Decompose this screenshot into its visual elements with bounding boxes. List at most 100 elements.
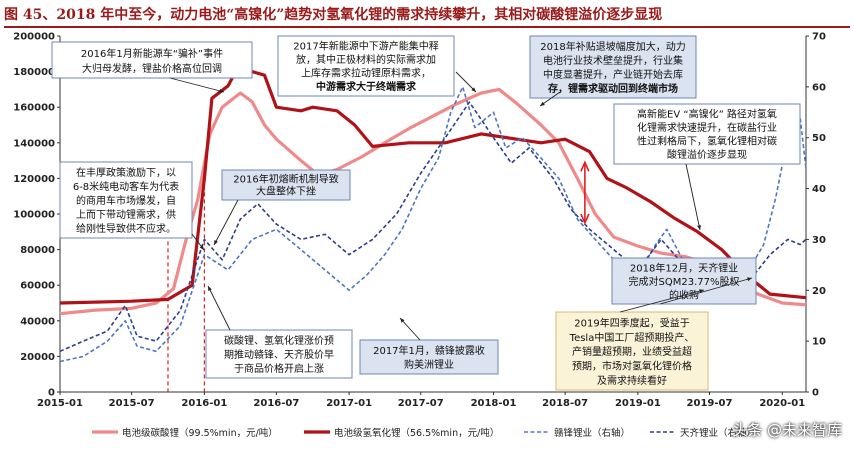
annotation-pointer-8 [399, 317, 421, 341]
legend-label-3: 天齐锂业（右轴） [680, 427, 756, 439]
x-tick-label: 2017-07 [398, 398, 444, 409]
annotation-text-a3: 中度显著提升，产业链开始去库 [543, 68, 683, 81]
annotation-box-a2 [277, 35, 455, 97]
annotation-text-a5: 的商用车市场爆发，自 [76, 194, 176, 207]
title-rule [4, 26, 850, 28]
y-right-tick-label: 30 [812, 235, 826, 246]
annotation-pointer-head-2 [540, 101, 545, 106]
y-right-tick-label: 50 [812, 133, 826, 144]
y-left-tick-label: 60000 [20, 281, 55, 292]
y-left-tick-label: 80000 [20, 245, 55, 256]
x-tick-label: 2019-07 [687, 398, 733, 409]
y-left-tick-label: 0 [48, 388, 55, 399]
y-left-tick-label: 200000 [13, 32, 55, 43]
annotation-text-a6: 大盘整体下挫 [256, 185, 316, 198]
x-tick-label: 2018-07 [542, 398, 588, 409]
annotation-pointer-5 [213, 199, 239, 246]
annotation-pointer-head-4 [199, 245, 204, 250]
annotation-pointer-head-5 [214, 240, 218, 245]
x-tick-label: 2018-01 [471, 398, 517, 409]
x-tick-label: 2019-01 [615, 398, 661, 409]
series-line-1 [59, 61, 807, 305]
annotation-text-a2: 中游需求大于终端需求 [316, 80, 417, 93]
premium-arrow-head-bottom [580, 213, 590, 225]
annotation-text-a3: 电池行业技术壁垒提升，行业集 [543, 54, 683, 67]
annotation-text-a10: 预期，市场对氢氧化锂价格 [572, 360, 692, 373]
annotation-text-a4: 高新能EV “高镍化” 路径对氢氧 [637, 108, 777, 121]
annotation-text-a4: 性过剩格局下，氢氧化锂相对碳 [637, 135, 777, 148]
y-right-tick-label: 70 [812, 32, 826, 43]
y-right-tick-label: 10 [812, 337, 826, 348]
annotation-text-a7: 2018年12月，天齐锂业 [630, 262, 738, 275]
annotation-text-a1: 2016年1月新能源车“骗补”事件 [81, 47, 223, 60]
y-right-tick-label: 60 [812, 82, 826, 93]
annotation-text-a7: 完成对SQM23.77%股权 [629, 275, 740, 288]
annotation-box-a4 [613, 103, 801, 165]
annotation-text-a10: 及需求持续看好 [597, 374, 667, 387]
annotation-text-a2: 上库存需求拉动锂原料需求， [301, 67, 431, 80]
x-tick-label: 2016-07 [253, 398, 299, 409]
annotation-pointer-6 [659, 277, 753, 305]
legend-label-2: 赣锋锂业（右轴） [554, 427, 630, 439]
y-left-tick-label: 100000 [13, 210, 55, 221]
annotation-pointer-head-6 [747, 277, 752, 282]
annotation-text-a8: 碳酸锂、氢氧化锂涨价预 [224, 334, 334, 347]
chart-title: 图 45、2018 年中至今，动力电池“高镍化”趋势对氢氧化锂的需求持续攀升，其… [4, 7, 663, 23]
annotation-text-a5: 6-8米纯电动客车为代表 [73, 180, 179, 193]
annotation-text-a9: 购美洲锂业 [404, 358, 454, 371]
annotation-pointer-7 [207, 285, 231, 331]
annotation-text-a5: 给刚性导致供不应求。 [76, 222, 176, 235]
annotation-text-a3: 2018年补贴退坡幅度加大，动力 [540, 40, 685, 53]
annotation-text-a2: 放，其中正极材料的实际需求加 [296, 53, 436, 66]
annotation-box-a6 [221, 169, 351, 201]
annotation-pointer-0 [169, 77, 225, 93]
annotation-text-a2: 2017年新能源中下游产能集中释 [293, 40, 438, 53]
y-right-tick-label: 40 [812, 184, 826, 195]
annotation-text-a4: 化锂需求快速提升，在碳盐行业 [637, 121, 777, 134]
annotation-pointer-head-8 [400, 318, 405, 323]
annotation-text-a6: 2016年初熔断机制导致 [233, 173, 338, 186]
annotation-text-a7: 的收购 [669, 288, 699, 301]
annotation-text-a10: Tesla中国工厂超预期投产、 [569, 331, 695, 344]
x-tick-label: 2016-01 [181, 398, 227, 409]
annotation-box-a7 [611, 257, 757, 305]
y-left-tick-label: 20000 [20, 352, 55, 363]
x-tick-label: 2020-01 [759, 398, 805, 409]
annotation-text-a5: 上而下带动锂需求，供 [76, 208, 176, 221]
annotation-box-a3 [529, 35, 697, 99]
annotation-text-a8: 期推动赣锋、天齐股价早 [224, 348, 334, 361]
annotation-box-a10 [555, 311, 709, 391]
legend-label-0: 电池级碳酸锂（99.5%min，元/吨） [122, 427, 278, 439]
annotation-pointer-head-7 [208, 286, 212, 291]
annotation-pointer-head-1 [471, 87, 476, 92]
annotation-pointer-3 [685, 163, 701, 231]
annotation-box-a1 [51, 41, 253, 79]
y-left-tick-label: 180000 [13, 67, 55, 78]
premium-arrow-head-top [580, 160, 590, 172]
y-left-tick-label: 120000 [13, 174, 55, 185]
annotation-text-a4: 酸锂溢价逐步显现 [667, 148, 747, 161]
annotation-pointer-head-3 [697, 225, 701, 230]
annotation-text-a8: 于商品价格开启上涨 [234, 362, 324, 375]
y-left-tick-label: 40000 [20, 316, 55, 327]
annotation-text-a5: 在丰厚政策激励下，以 [76, 166, 176, 179]
annotation-text-a9: 2017年1月，赣锋披露收 [373, 344, 485, 357]
x-tick-label: 2017-01 [326, 398, 372, 409]
y-left-tick-label: 140000 [13, 138, 55, 149]
annotation-box-a5 [59, 161, 193, 239]
annotation-pointer-head-0 [219, 88, 224, 93]
annotation-pointer-1 [455, 71, 477, 93]
legend-label-1: 电池级氢氧化锂（56.5%min，元/吨） [334, 427, 499, 439]
annotation-text-a3: 存，锂需求驱动回到终端市场 [548, 82, 678, 95]
annotation-text-a1: 大归母发酵，锂盐价格高位回调 [82, 62, 222, 75]
y-right-tick-label: 0 [812, 388, 819, 399]
annotation-box-a9 [359, 339, 499, 375]
x-tick-label: 2015-07 [109, 398, 155, 409]
series-line-0 [59, 87, 807, 316]
y-left-tick-label: 160000 [13, 103, 55, 114]
annotation-text-a10: 产销量超预期，业绩受益超 [572, 345, 692, 358]
annotation-pointer-head-9 [699, 289, 704, 294]
x-tick-label: 2015-01 [37, 398, 83, 409]
annotation-text-a10: 2019年四季度起，受益于 [574, 316, 689, 329]
